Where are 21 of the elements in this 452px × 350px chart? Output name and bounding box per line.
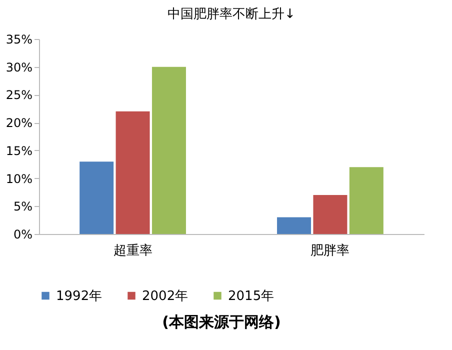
y-tick-label: 35% [6, 32, 32, 46]
y-tick-label: 25% [6, 88, 32, 102]
chart-title: 中国肥胖率不断上升↓ [168, 6, 296, 22]
x-tick-label: 肥胖率 [310, 242, 350, 258]
bar [116, 111, 150, 234]
x-tick-label: 超重率 [113, 242, 152, 258]
legend-label: 2015年 [228, 288, 274, 304]
y-tick-label: 0% [13, 228, 32, 242]
legend-label: 2002年 [142, 288, 188, 304]
y-tick-label: 15% [6, 144, 32, 158]
bar [80, 162, 114, 234]
text: (本图来源于网络) [162, 313, 281, 331]
bar [277, 217, 312, 234]
bar [313, 195, 348, 234]
y-tick-label: 10% [6, 172, 32, 186]
y-tick-label: 20% [6, 116, 32, 130]
bar [349, 167, 384, 234]
bar [152, 66, 186, 234]
legend-label: 1992年 [56, 288, 102, 304]
y-tick-label: 30% [6, 60, 32, 74]
y-tick-label: 5% [13, 200, 32, 214]
